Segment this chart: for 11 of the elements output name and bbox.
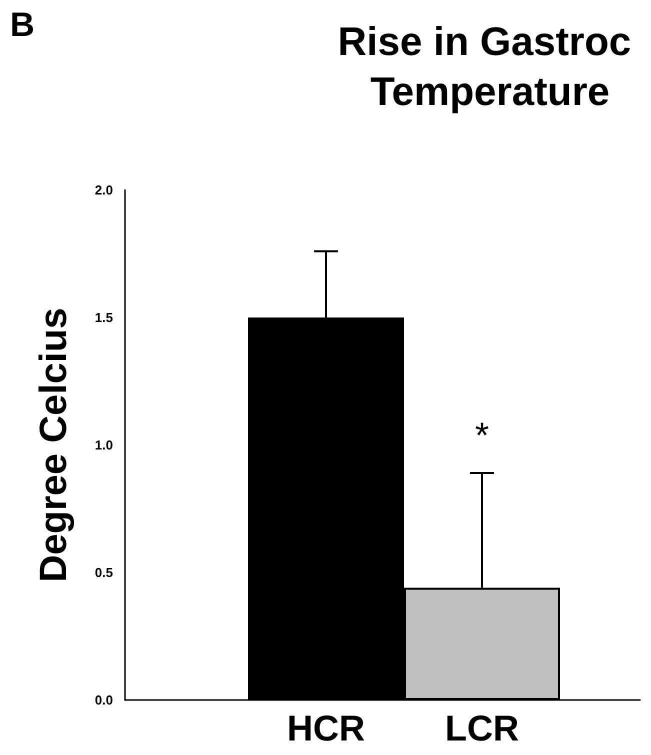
chart-title: Rise in Gastroc Temperature: [338, 20, 642, 114]
y-tick-label: 1.0: [94, 438, 113, 452]
annotation: *: [474, 414, 490, 456]
y-tick-label: 1.5: [94, 310, 113, 325]
x-tick-label: HCR: [287, 708, 365, 748]
y-tick-label: 2.0: [94, 182, 113, 198]
y-tick-label: 0.0: [94, 692, 113, 708]
text: B: [10, 6, 35, 44]
x-tick-label: LCR: [445, 708, 519, 748]
y-tick-label: 0.5: [94, 565, 113, 580]
y-axis-title: Degree Celcius: [33, 308, 75, 582]
